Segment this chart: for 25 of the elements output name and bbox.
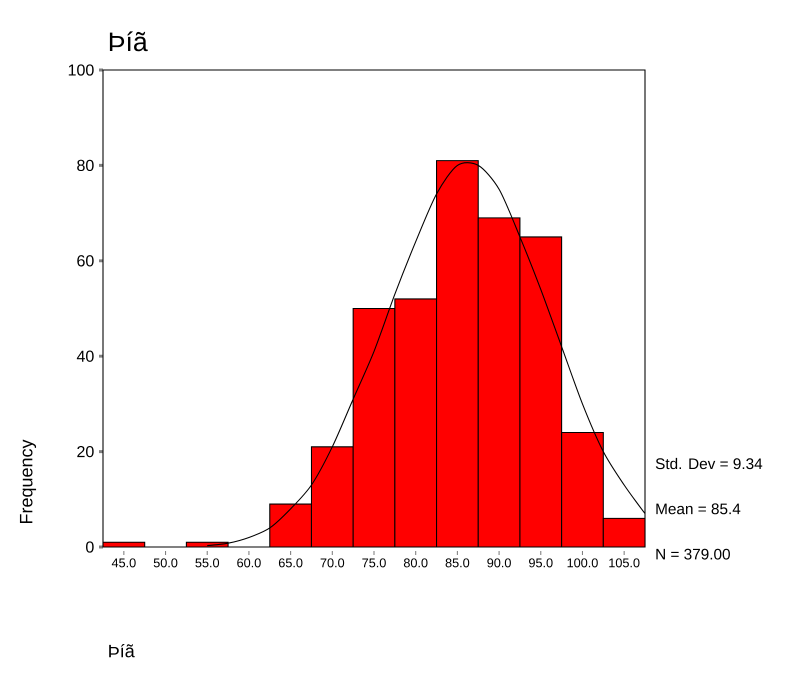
x-tick-label: 100.0 (568, 558, 598, 568)
x-tick-label: 80.0 (404, 558, 428, 568)
y-tick-label: 40 (76, 350, 94, 362)
y-axis-title: Frequency (20, 440, 36, 524)
x-tick-label: 55.0 (195, 558, 220, 568)
x-tick-label: 105.0 (609, 558, 640, 568)
x-tick-label: 70.0 (320, 558, 344, 568)
text: N = 379.00 (656, 548, 730, 560)
x-tick-label: 90.0 (487, 558, 511, 568)
text: Std. Dev = 9.34 (656, 458, 762, 470)
text: Mean = 85.4 (656, 503, 740, 514)
x-tick-label: 75.0 (362, 558, 386, 568)
y-tick-label: 80 (77, 160, 94, 172)
y-tick-label: 60 (77, 255, 94, 266)
chart-title: Þíã (110, 31, 148, 52)
y-tick-label: 100 (68, 64, 94, 76)
y-tick-label: 20 (77, 446, 94, 458)
x-tick-label: 85.0 (446, 558, 470, 568)
y-tick-label: 0 (86, 541, 94, 553)
x-axis-title: Þíã (109, 644, 135, 658)
x-tick-label: 45.0 (112, 558, 136, 568)
x-tick-label: 50.0 (154, 558, 178, 568)
x-tick-label: 65.0 (278, 558, 302, 568)
x-tick-label: 60.0 (237, 558, 261, 568)
x-tick-label: 95.0 (529, 558, 553, 568)
